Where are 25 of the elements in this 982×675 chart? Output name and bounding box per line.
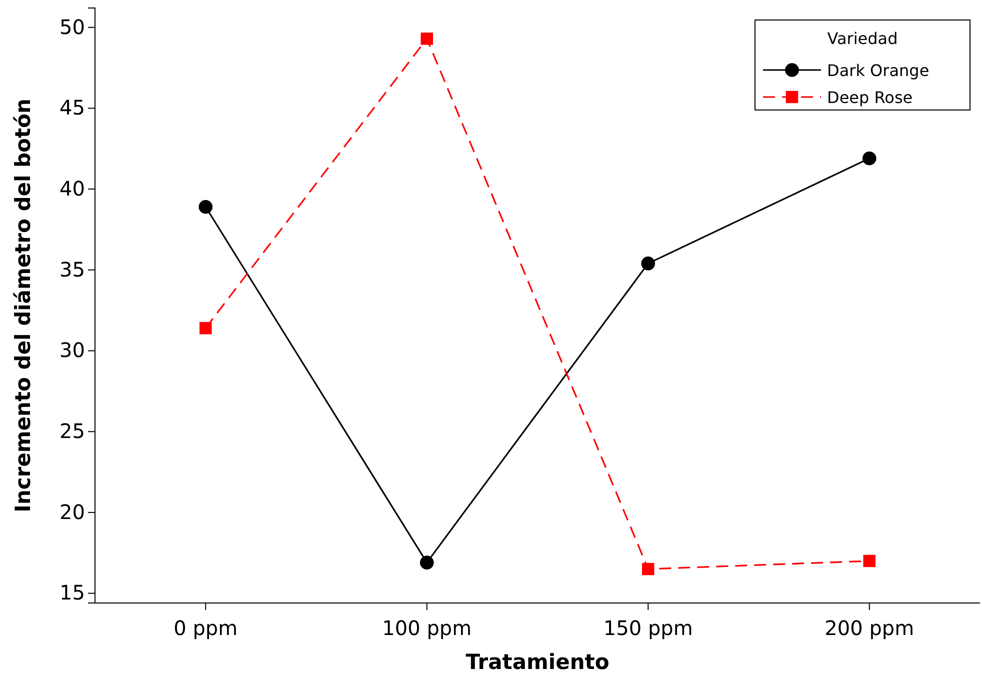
point: [863, 554, 876, 568]
point: [642, 562, 654, 576]
x-tick-label: 100 ppm: [382, 616, 472, 640]
point: [420, 32, 433, 45]
point: [420, 556, 434, 570]
y-tick-label: 30: [60, 338, 85, 362]
x-tick-label: 150 ppm: [603, 616, 693, 640]
y-tick-label: 20: [60, 500, 85, 524]
x-tick-label: 0 ppm: [174, 616, 238, 640]
y-tick-label: 25: [60, 419, 85, 444]
y-tick-label: 40: [60, 176, 85, 200]
y-tick-label: 35: [60, 257, 85, 282]
x-axis-title: Tratamiento: [466, 650, 610, 674]
y-axis-title: Incremento del diámetro del botón: [11, 98, 35, 512]
point: [200, 322, 212, 334]
point: [641, 256, 656, 270]
legend-title: Variedad: [827, 29, 898, 48]
legend-label: Deep Rose: [827, 88, 913, 107]
y-tick-label: 45: [60, 96, 85, 120]
x-tick-label: 200 ppm: [824, 616, 914, 640]
legend-label: Dark Orange: [827, 61, 930, 80]
y-tick-label: 50: [60, 14, 85, 39]
y-tick-label: 15: [60, 580, 85, 605]
point: [198, 200, 213, 214]
point: [862, 151, 876, 166]
